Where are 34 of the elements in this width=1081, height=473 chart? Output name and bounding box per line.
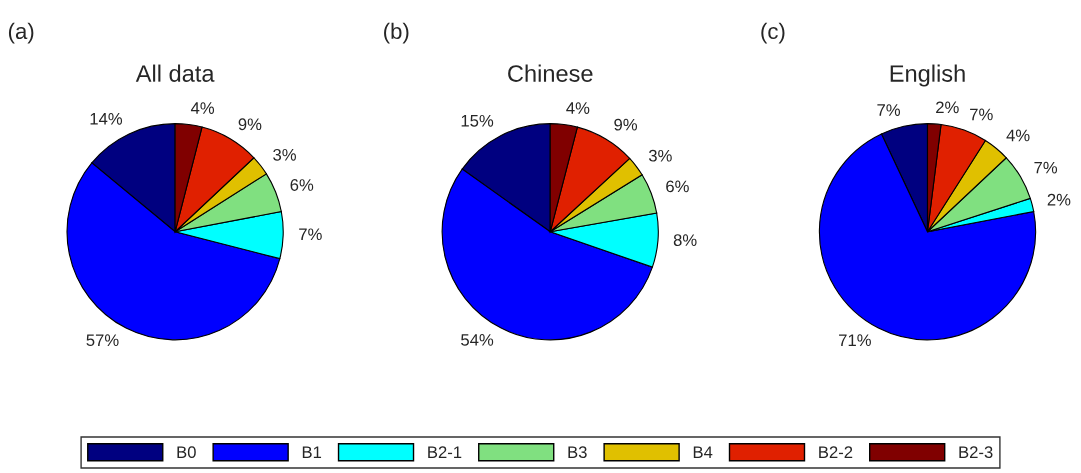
- data-label: 2%: [1047, 193, 1071, 206]
- legend-label: B4: [693, 446, 713, 458]
- data-label: 9%: [238, 118, 262, 131]
- text: (a): [8, 22, 34, 44]
- data-label: 57%: [86, 334, 119, 347]
- data-label: 4%: [1006, 129, 1030, 142]
- data-label: 7%: [970, 108, 993, 121]
- data-label: 3%: [273, 148, 296, 161]
- legend-label: B2-1: [428, 446, 462, 458]
- data-label: 14%: [90, 113, 123, 125]
- data-label: 2%: [936, 101, 959, 114]
- chart-title: Chinese: [508, 64, 593, 82]
- legend-label: B1: [302, 446, 322, 458]
- chart-title: All data: [135, 64, 215, 82]
- legend-label: B3: [568, 446, 587, 459]
- data-label: 3%: [648, 149, 672, 162]
- data-label: 4%: [190, 102, 215, 114]
- text: (b): [384, 22, 409, 44]
- data-label: 71%: [839, 334, 871, 346]
- data-label: 8%: [673, 234, 697, 247]
- data-label: 7%: [299, 228, 322, 241]
- data-label: 6%: [290, 179, 314, 191]
- data-label: 54%: [461, 334, 494, 346]
- data-label: 6%: [666, 180, 689, 193]
- legend-label: B2-2: [819, 446, 853, 458]
- data-label: 7%: [1034, 161, 1058, 174]
- data-label: 15%: [461, 114, 494, 127]
- legend-label: B2-3: [959, 446, 993, 459]
- chart-title: English: [890, 64, 965, 87]
- legend-label: B0: [177, 446, 196, 459]
- data-label: 9%: [614, 118, 638, 131]
- text: (c): [761, 22, 785, 44]
- data-label: 4%: [566, 102, 590, 114]
- data-label: 7%: [877, 104, 901, 116]
